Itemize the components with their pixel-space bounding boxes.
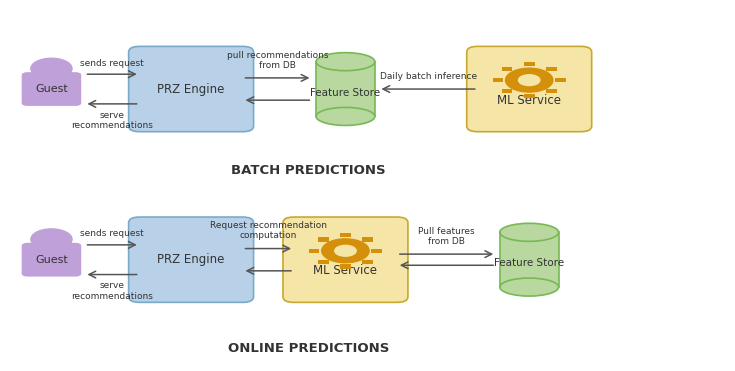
Text: ONLINE PREDICTIONS: ONLINE PREDICTIONS	[228, 342, 390, 355]
Ellipse shape	[316, 53, 375, 71]
Text: pull recommendations
from DB: pull recommendations from DB	[226, 51, 329, 70]
FancyBboxPatch shape	[467, 46, 592, 132]
Text: ML Service: ML Service	[497, 93, 562, 107]
FancyBboxPatch shape	[22, 72, 82, 106]
FancyBboxPatch shape	[362, 237, 373, 242]
FancyBboxPatch shape	[546, 89, 556, 93]
FancyBboxPatch shape	[309, 249, 320, 253]
Text: PRZ Engine: PRZ Engine	[157, 253, 225, 266]
FancyBboxPatch shape	[283, 217, 408, 302]
Text: PRZ Engine: PRZ Engine	[157, 82, 225, 96]
Circle shape	[31, 58, 72, 79]
FancyBboxPatch shape	[502, 67, 512, 71]
FancyBboxPatch shape	[318, 260, 329, 264]
FancyBboxPatch shape	[340, 265, 351, 269]
Text: sends request: sends request	[80, 229, 144, 238]
Ellipse shape	[500, 223, 559, 241]
FancyBboxPatch shape	[524, 94, 534, 98]
FancyBboxPatch shape	[22, 243, 82, 277]
FancyBboxPatch shape	[546, 67, 556, 71]
FancyBboxPatch shape	[524, 62, 534, 66]
Circle shape	[518, 75, 540, 86]
Text: Feature Store: Feature Store	[494, 259, 564, 268]
FancyBboxPatch shape	[129, 217, 254, 302]
FancyBboxPatch shape	[555, 78, 566, 82]
FancyBboxPatch shape	[340, 233, 351, 237]
Text: Request recommendation
computation: Request recommendation computation	[209, 221, 327, 240]
Text: Guest: Guest	[35, 84, 68, 94]
Ellipse shape	[500, 278, 559, 296]
Text: serve
recommendations: serve recommendations	[71, 281, 153, 301]
Ellipse shape	[316, 107, 375, 125]
FancyBboxPatch shape	[316, 62, 375, 116]
FancyBboxPatch shape	[129, 46, 254, 132]
Text: ML Service: ML Service	[313, 264, 378, 278]
Text: BATCH PREDICTIONS: BATCH PREDICTIONS	[232, 164, 386, 177]
Text: Pull features
from DB: Pull features from DB	[418, 227, 475, 246]
FancyBboxPatch shape	[371, 249, 382, 253]
FancyBboxPatch shape	[318, 237, 329, 242]
Text: sends request: sends request	[80, 59, 144, 68]
Text: Feature Store: Feature Store	[310, 88, 381, 98]
Circle shape	[334, 245, 356, 256]
FancyBboxPatch shape	[362, 260, 373, 264]
Circle shape	[506, 68, 553, 92]
Circle shape	[322, 239, 369, 263]
FancyBboxPatch shape	[502, 89, 512, 93]
Text: Guest: Guest	[35, 255, 68, 265]
Text: Daily batch inference: Daily batch inference	[379, 72, 477, 81]
FancyBboxPatch shape	[500, 232, 559, 287]
Circle shape	[31, 229, 72, 250]
FancyBboxPatch shape	[492, 78, 503, 82]
Text: serve
recommendations: serve recommendations	[71, 111, 153, 130]
